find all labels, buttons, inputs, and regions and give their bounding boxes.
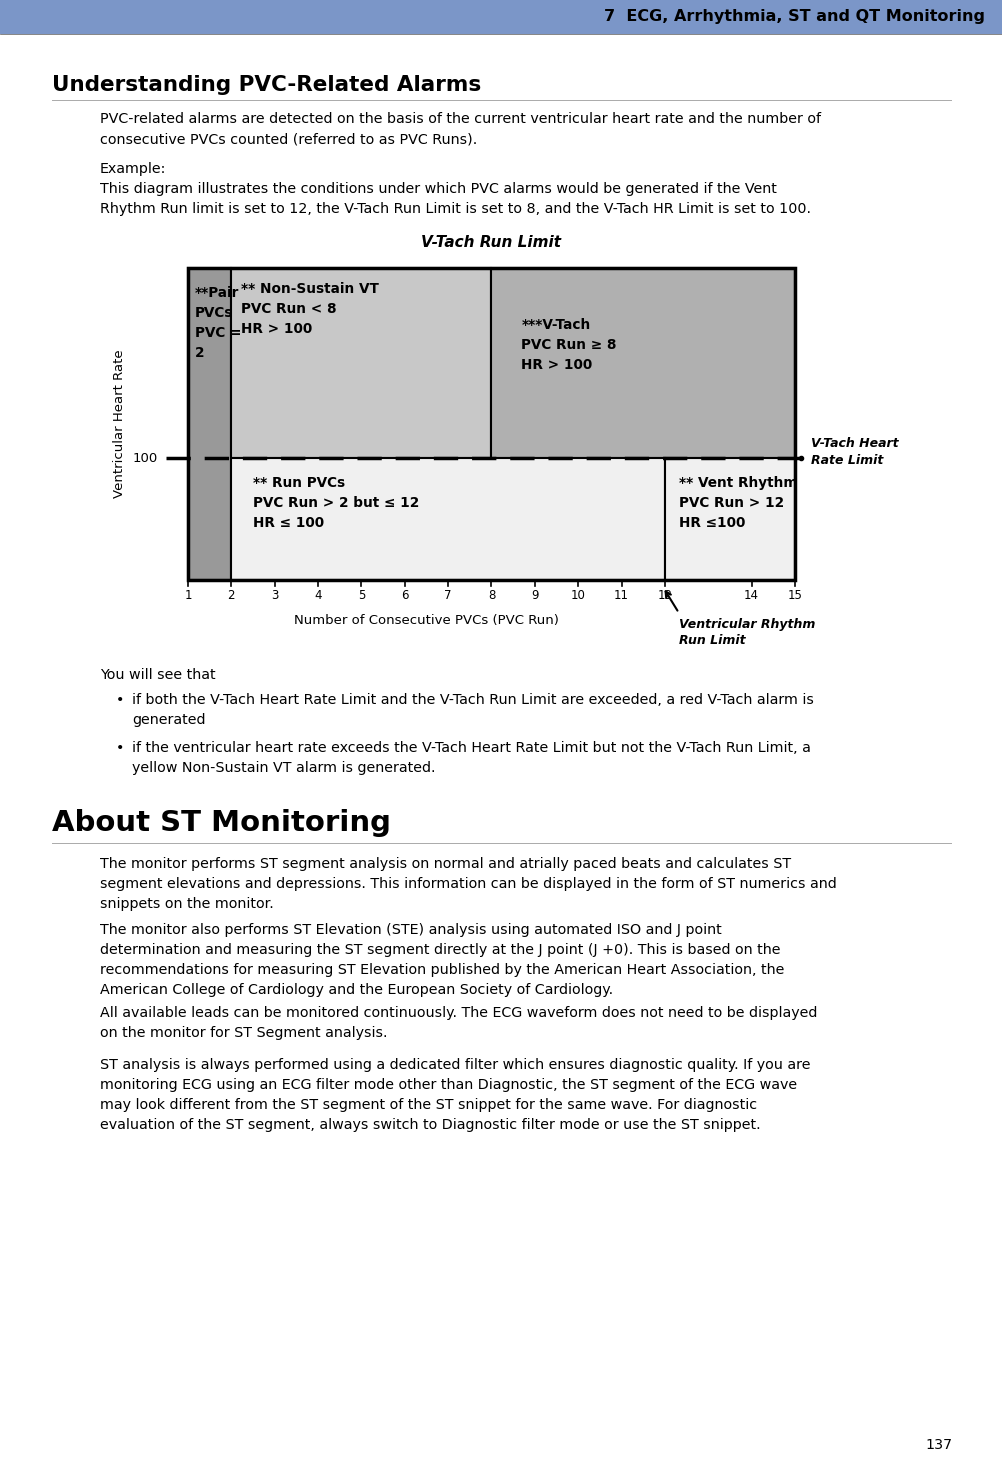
Text: 137: 137 [925, 1438, 952, 1452]
Text: V-Tach Heart
Rate Limit: V-Tach Heart Rate Limit [811, 437, 898, 468]
Text: **Pair
PVCs
PVC =
2: **Pair PVCs PVC = 2 [194, 286, 241, 360]
Text: 3: 3 [271, 589, 279, 602]
Text: •: • [116, 694, 124, 707]
Bar [0, 0, 1002, 34]
Text: 100: 100 [132, 452, 158, 465]
Text: 1: 1 [184, 589, 191, 602]
Text: 6: 6 [401, 589, 408, 602]
Text: 8: 8 [487, 589, 495, 602]
Text: Ventricular Heart Rate: Ventricular Heart Rate [113, 350, 126, 499]
Text: This diagram illustrates the conditions under which PVC alarms would be generate: This diagram illustrates the conditions … [100, 182, 811, 215]
Text: The monitor also performs ST Elevation (STE) analysis using automated ISO and J : The monitor also performs ST Elevation (… [100, 922, 784, 998]
Text: 4: 4 [314, 589, 322, 602]
Text: ***V-Tach
PVC Run ≥ 8
HR > 100: ***V-Tach PVC Run ≥ 8 HR > 100 [521, 317, 616, 372]
Text: V-Tach Run Limit: V-Tach Run Limit [421, 235, 561, 249]
Bar [231, 459, 664, 580]
Text: 5: 5 [358, 589, 365, 602]
Text: ** Run PVCs
PVC Run > 2 but ≤ 12
HR ≤ 100: ** Run PVCs PVC Run > 2 but ≤ 12 HR ≤ 10… [254, 477, 419, 530]
Text: PVC-related alarms are detected on the basis of the current ventricular heart ra: PVC-related alarms are detected on the b… [100, 112, 821, 146]
Text: ** Non-Sustain VT
PVC Run < 8
HR > 100: ** Non-Sustain VT PVC Run < 8 HR > 100 [241, 282, 379, 337]
Text: About ST Monitoring: About ST Monitoring [52, 809, 391, 837]
Text: 10: 10 [570, 589, 585, 602]
Text: ** Vent Rhythm
PVC Run > 12
HR ≤100: ** Vent Rhythm PVC Run > 12 HR ≤100 [678, 477, 797, 530]
Text: The monitor performs ST segment analysis on normal and atrially paced beats and : The monitor performs ST segment analysis… [100, 858, 836, 911]
Text: 2: 2 [227, 589, 234, 602]
Text: 15: 15 [787, 589, 802, 602]
Text: •: • [116, 741, 124, 756]
Text: 7: 7 [444, 589, 452, 602]
Text: 12: 12 [656, 589, 671, 602]
Text: Ventricular Rhythm
Run Limit: Ventricular Rhythm Run Limit [678, 618, 815, 648]
Text: 7  ECG, Arrhythmia, ST and QT Monitoring: 7 ECG, Arrhythmia, ST and QT Monitoring [603, 9, 984, 25]
Text: You will see that: You will see that [100, 669, 215, 682]
Bar [187, 269, 231, 580]
Text: 11: 11 [613, 589, 628, 602]
Text: Example:: Example: [100, 162, 166, 176]
Bar [664, 459, 795, 580]
Bar [187, 269, 795, 580]
Text: ST analysis is always performed using a dedicated filter which ensures diagnosti: ST analysis is always performed using a … [100, 1058, 810, 1132]
Bar [231, 269, 491, 459]
Text: if both the V-Tach Heart Rate Limit and the V-Tach Run Limit are exceeded, a red: if both the V-Tach Heart Rate Limit and … [132, 694, 813, 728]
Text: Number of Consecutive PVCs (PVC Run): Number of Consecutive PVCs (PVC Run) [294, 614, 558, 627]
Text: 9: 9 [531, 589, 538, 602]
Bar [491, 269, 795, 459]
Text: Understanding PVC-Related Alarms: Understanding PVC-Related Alarms [52, 75, 481, 94]
Text: if the ventricular heart rate exceeds the V-Tach Heart Rate Limit but not the V-: if the ventricular heart rate exceeds th… [132, 741, 810, 775]
Text: All available leads can be monitored continuously. The ECG waveform does not nee: All available leads can be monitored con… [100, 1007, 817, 1041]
Text: 14: 14 [743, 589, 759, 602]
